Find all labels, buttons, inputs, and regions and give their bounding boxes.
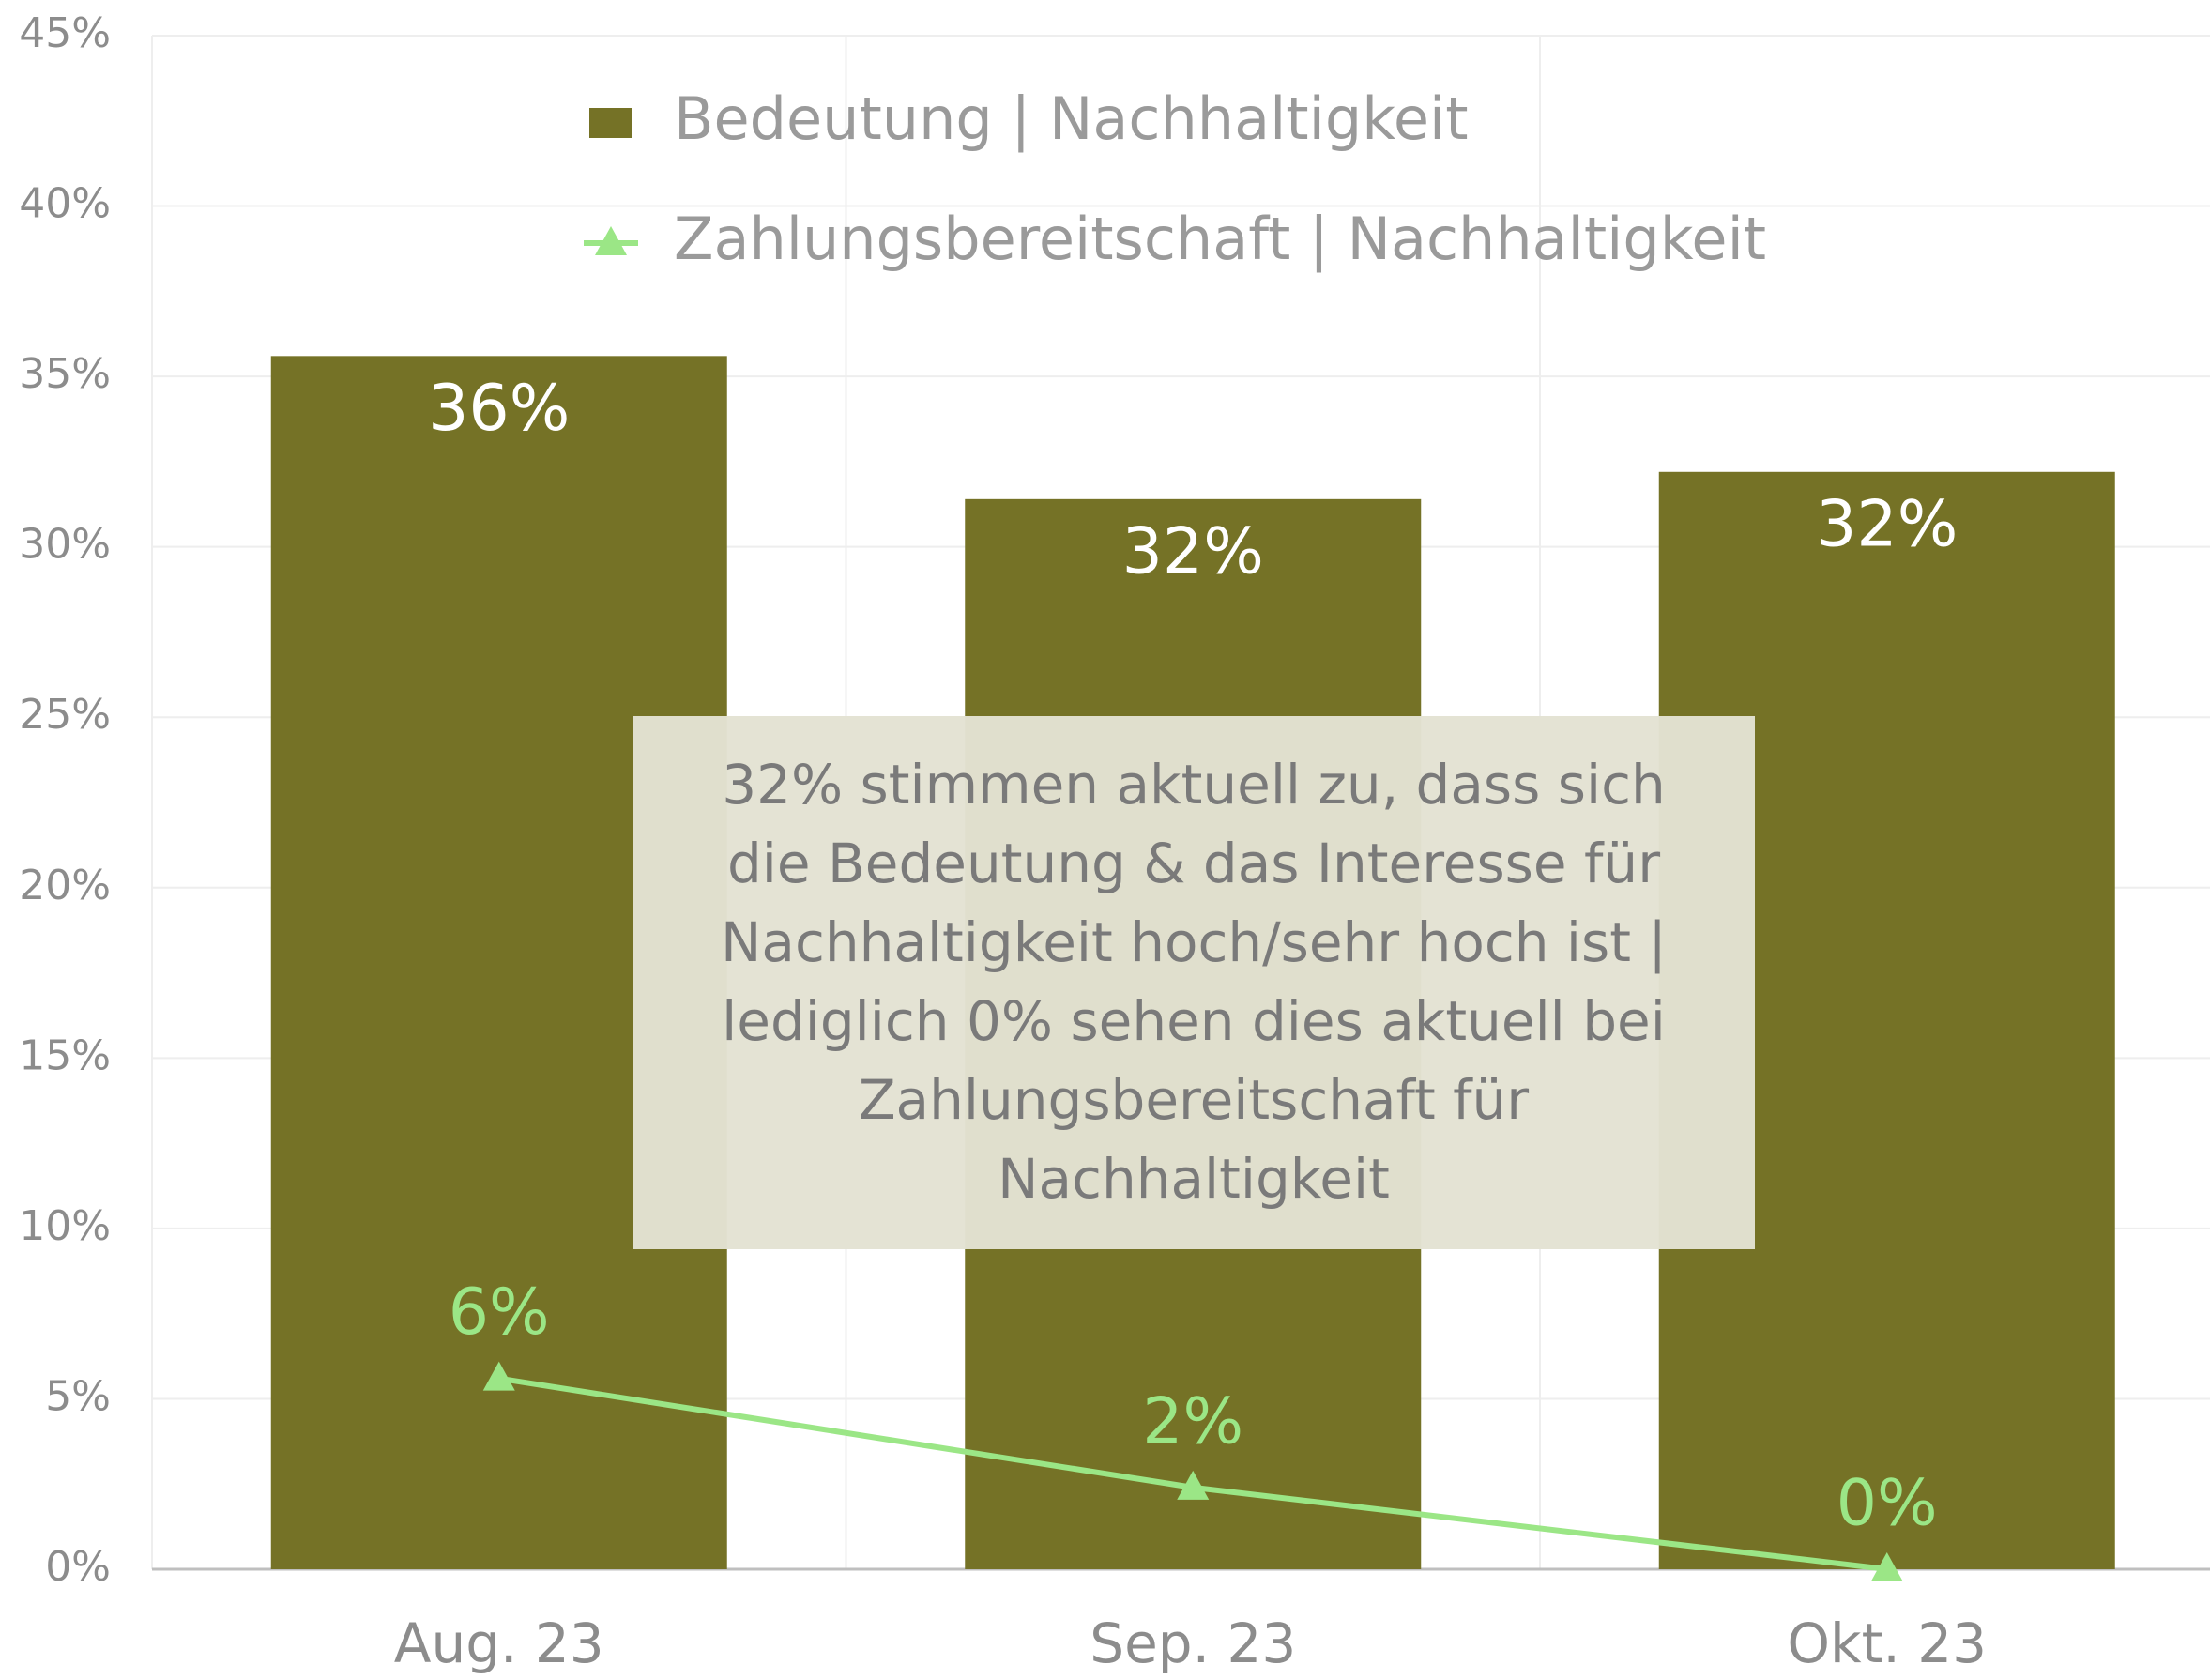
- x-tick-label: Aug. 23: [394, 1611, 604, 1675]
- legend-swatch: [589, 108, 632, 138]
- annotation-box: [633, 716, 1755, 1249]
- x-tick-label: Sep. 23: [1090, 1611, 1296, 1675]
- y-tick-label: 10%: [19, 1202, 111, 1250]
- line-marker: [1177, 1470, 1210, 1500]
- y-tick-label: 0%: [45, 1543, 111, 1591]
- line-marker: [1870, 1552, 1903, 1581]
- y-tick-label: 20%: [19, 862, 111, 909]
- y-tick-label: 5%: [45, 1372, 111, 1420]
- bar-value-label: 32%: [1122, 514, 1264, 588]
- annotation-line: Nachhaltigkeit: [998, 1147, 1390, 1211]
- y-tick-label: 35%: [19, 350, 111, 398]
- annotation-line: lediglich 0% sehen dies aktuell bei: [722, 989, 1666, 1053]
- annotation-line: Nachhaltigkeit hoch/sehr hoch ist |: [721, 910, 1667, 974]
- y-tick-label: 30%: [19, 521, 111, 569]
- bar-value-label: 36%: [428, 372, 570, 446]
- bar-value-label: 32%: [1816, 487, 1958, 561]
- line-value-label: 0%: [1837, 1467, 1938, 1541]
- annotation-line: 32% stimmen aktuell zu, dass sich: [722, 753, 1666, 817]
- line-marker: [482, 1361, 515, 1391]
- y-tick-label: 40%: [19, 180, 111, 228]
- x-tick-label: Okt. 23: [1787, 1611, 1987, 1675]
- legend-marker: [595, 226, 627, 255]
- annotation-line: die Bedeutung & das Interesse für: [727, 832, 1660, 895]
- y-tick-label: 45%: [19, 9, 111, 57]
- legend-label: Bedeutung | Nachhaltigkeit: [674, 84, 1469, 154]
- legend-label: Zahlungsbereitschaft | Nachhaltigkeit: [674, 205, 1766, 274]
- line-value-label: 6%: [449, 1275, 550, 1350]
- y-tick-label: 15%: [19, 1031, 111, 1079]
- y-tick-label: 25%: [19, 691, 111, 739]
- annotation-line: Zahlungsbereitschaft für: [859, 1068, 1529, 1132]
- line-value-label: 2%: [1142, 1384, 1243, 1459]
